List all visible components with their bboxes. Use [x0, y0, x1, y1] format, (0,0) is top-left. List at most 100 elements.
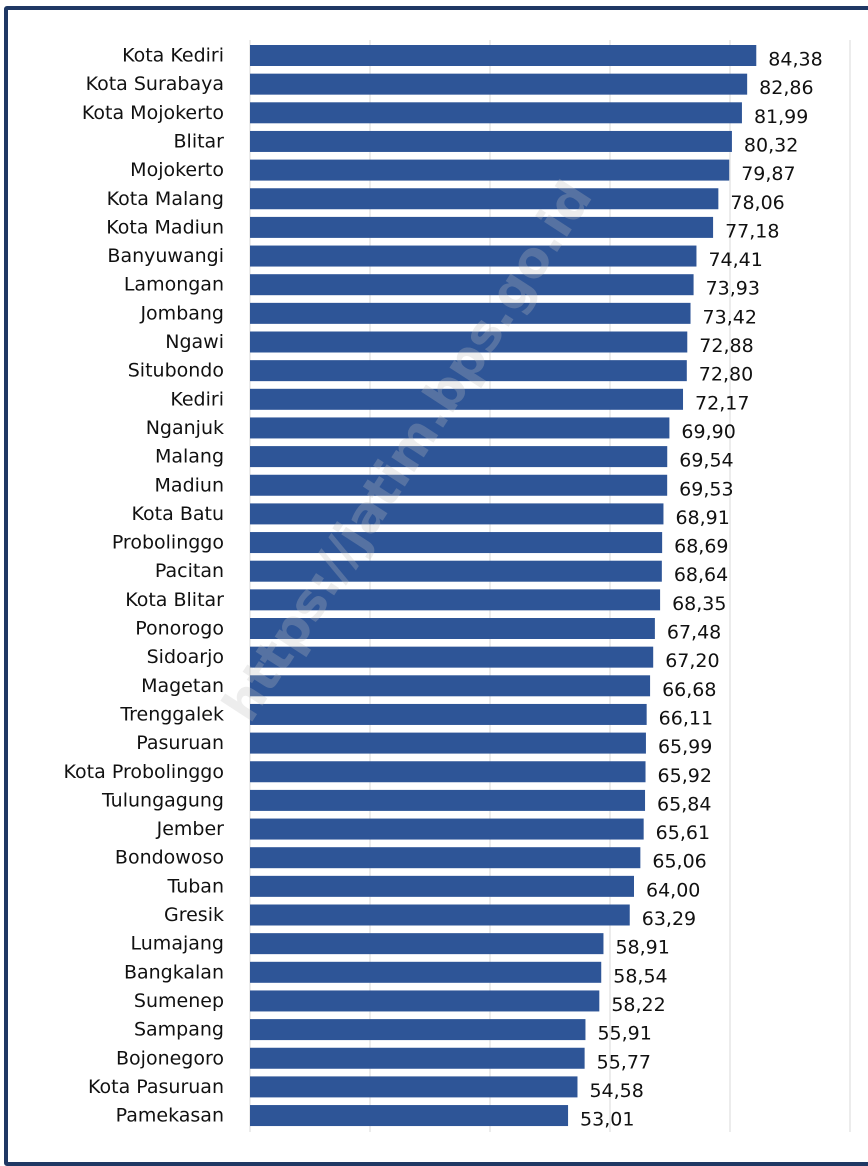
- bar: [250, 216, 714, 238]
- bar: [250, 274, 694, 296]
- category-label: Kota Probolinggo: [64, 761, 224, 783]
- category-label: Lamongan: [124, 274, 224, 296]
- bar: [250, 360, 687, 382]
- value-label: 81,99: [754, 106, 808, 128]
- value-label: 84,38: [768, 49, 822, 71]
- bar: [250, 1047, 585, 1069]
- category-label: Ponorogo: [135, 618, 224, 640]
- category-label: Mojokerto: [130, 159, 224, 181]
- category-label: Bojonegoro: [116, 1047, 224, 1069]
- bar: [250, 73, 748, 95]
- bar: [250, 675, 651, 697]
- value-label: 69,54: [679, 450, 733, 472]
- category-label: Malang: [155, 446, 224, 468]
- value-label: 73,93: [706, 278, 760, 300]
- category-label: Pasuruan: [136, 732, 224, 754]
- value-label: 82,86: [759, 77, 813, 99]
- category-label: Kota Batu: [132, 503, 224, 525]
- value-label: 64,00: [646, 879, 700, 901]
- category-label: Tuban: [166, 875, 224, 897]
- value-label: 65,06: [652, 851, 706, 873]
- bar: [250, 589, 661, 611]
- bar: [250, 904, 630, 926]
- value-label: 63,29: [642, 908, 696, 930]
- bar: [250, 618, 655, 639]
- value-label: 68,35: [672, 593, 726, 615]
- bar: [250, 474, 668, 496]
- bar: [250, 503, 664, 525]
- bar: [250, 45, 757, 66]
- value-label: 72,17: [695, 392, 749, 414]
- category-label: Sampang: [134, 1019, 224, 1041]
- value-label: 54,58: [589, 1080, 643, 1102]
- bar: [250, 732, 646, 754]
- bar: [250, 159, 730, 181]
- category-label: Jember: [156, 818, 225, 840]
- bar: [250, 130, 732, 152]
- value-label: 65,84: [657, 793, 711, 815]
- value-label: 68,64: [674, 564, 728, 586]
- value-label: 79,87: [741, 163, 795, 185]
- bar: [250, 1076, 578, 1098]
- value-label: 77,18: [725, 220, 779, 242]
- value-label: 58,22: [611, 994, 665, 1016]
- category-label: Banyuwangi: [107, 245, 224, 267]
- category-label: Sumenep: [134, 990, 224, 1012]
- bar: [250, 1019, 586, 1041]
- category-label: Lumajang: [131, 933, 224, 955]
- value-label: 68,91: [675, 507, 729, 529]
- category-label: Kota Kediri: [122, 45, 224, 67]
- bar: [250, 331, 688, 353]
- bar: [250, 102, 742, 124]
- value-labels: 84,38 82,86 81,99 80,32 79,87 78,06 77,18 74,41…: [580, 49, 823, 1131]
- category-labels: Kota Kediri Kota Surabaya Kota Mojokerto Bl…: [64, 45, 225, 1127]
- category-label: Kota Madiun: [106, 216, 224, 238]
- value-label: 80,32: [744, 134, 798, 156]
- value-label: 78,06: [730, 192, 784, 214]
- category-label: Bondowoso: [115, 847, 224, 869]
- category-label: Magetan: [141, 675, 224, 697]
- bar: [250, 990, 600, 1012]
- category-label: Kediri: [170, 388, 224, 410]
- category-label: Ngawi: [165, 331, 224, 353]
- value-label: 55,91: [597, 1023, 651, 1045]
- value-label: 65,92: [658, 765, 712, 787]
- bar: [250, 818, 644, 840]
- bar: [250, 961, 602, 983]
- bar: [250, 532, 663, 554]
- value-label: 72,88: [699, 335, 753, 357]
- category-label: Sidoarjo: [147, 646, 224, 668]
- value-label: 68,69: [674, 536, 728, 558]
- value-label: 69,90: [681, 421, 735, 443]
- bar: [250, 417, 670, 439]
- bar: [250, 875, 634, 897]
- category-label: Kota Mojokerto: [82, 102, 224, 124]
- bar: [250, 188, 719, 210]
- category-label: Tulungagung: [101, 789, 224, 811]
- value-label: 74,41: [708, 249, 762, 271]
- category-label: Madiun: [155, 474, 224, 496]
- category-label: Nganjuk: [146, 417, 224, 439]
- bar: [250, 789, 646, 811]
- value-label: 72,80: [699, 364, 753, 386]
- category-label: Kota Pasuruan: [88, 1076, 224, 1098]
- value-label: 55,77: [597, 1051, 651, 1073]
- value-label: 65,61: [656, 822, 710, 844]
- bar: [250, 245, 697, 267]
- value-label: 73,42: [703, 306, 757, 328]
- value-label: 67,20: [665, 650, 719, 672]
- bar: [250, 302, 691, 324]
- category-label: Bangkalan: [124, 961, 224, 983]
- category-label: Pacitan: [155, 560, 224, 582]
- category-label: Jombang: [139, 302, 224, 324]
- category-label: Blitar: [174, 130, 225, 152]
- bar: [250, 761, 646, 783]
- value-label: 65,99: [658, 736, 712, 758]
- category-label: Kota Blitar: [125, 589, 224, 611]
- bar: [250, 1105, 569, 1127]
- value-label: 67,48: [667, 622, 721, 644]
- category-label: Kota Surabaya: [86, 73, 224, 95]
- category-label: Trenggalek: [119, 703, 224, 725]
- bars: [250, 45, 757, 1127]
